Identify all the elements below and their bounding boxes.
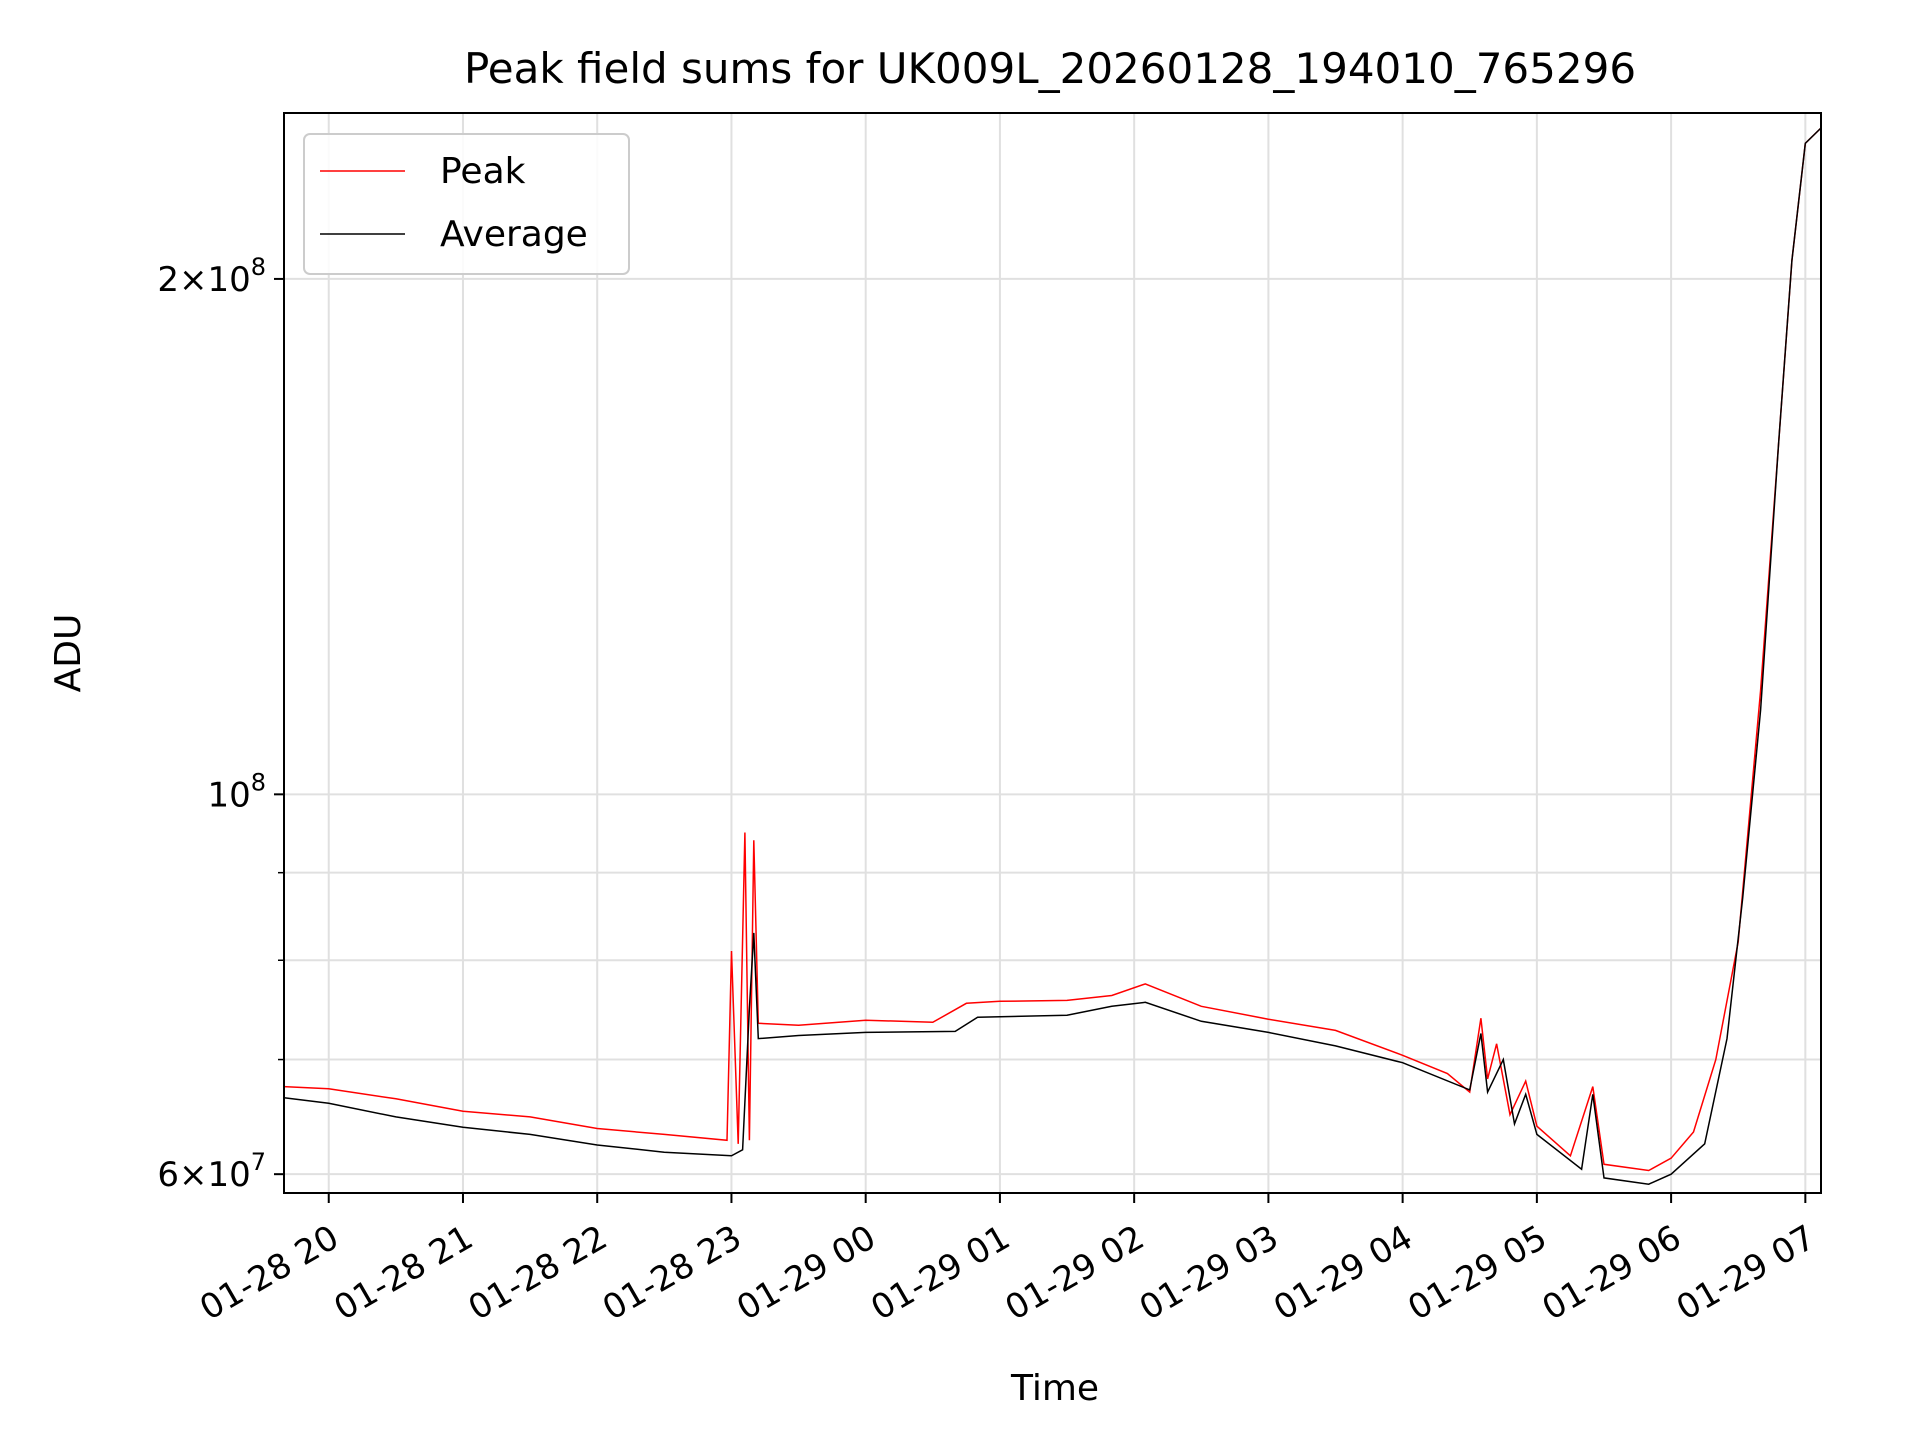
legend-box <box>303 133 630 275</box>
legend: Peak Average <box>303 133 630 275</box>
plot-area <box>284 127 1821 1185</box>
chart-title: Peak field sums for UK009L_20260128_1940… <box>464 44 1636 93</box>
series-line-peak <box>284 127 1821 1172</box>
series-line-average <box>284 127 1821 1185</box>
y-tick-label: 108 <box>207 768 266 815</box>
y-axis: 6×107 108 2×108 <box>157 253 284 1195</box>
plot-frame <box>283 112 1822 1194</box>
y-tick-label: 2×108 <box>157 253 266 300</box>
legend-label-average: Average <box>440 214 588 255</box>
grid <box>284 113 1821 1193</box>
x-axis-label: Time <box>1010 1368 1099 1409</box>
y-tick-label: 6×107 <box>157 1148 266 1195</box>
legend-label-peak: Peak <box>440 151 526 192</box>
y-axis-label: ADU <box>48 614 89 693</box>
